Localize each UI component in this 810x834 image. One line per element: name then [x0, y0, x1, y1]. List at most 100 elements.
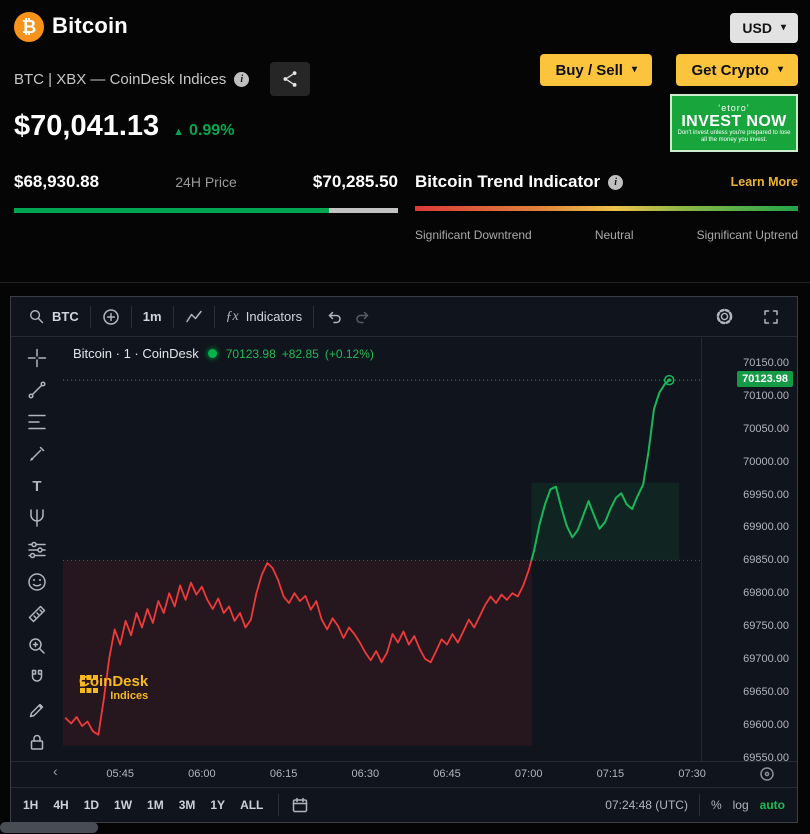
current-price-row: $70,041.13 ▲ 0.99%	[14, 110, 234, 143]
percent-scale-toggle[interactable]: %	[710, 798, 722, 812]
symbol-label: BTC	[52, 309, 79, 324]
etoro-ad-banner[interactable]: ‘etoro’ INVEST NOW Don't invest unless y…	[670, 94, 798, 152]
currency-label: USD	[742, 20, 772, 36]
range-button-1m[interactable]: 1M	[147, 798, 164, 812]
last-price-marker	[663, 374, 675, 386]
time-tick-label: 07:30	[678, 768, 706, 780]
pitchfork-tool-icon[interactable]	[26, 507, 48, 529]
magnet-tool-icon[interactable]	[26, 667, 48, 689]
range-button-4h[interactable]: 4H	[53, 798, 69, 812]
symbol-search-button[interactable]: BTC	[17, 303, 90, 331]
interval-button[interactable]: 1m	[132, 303, 173, 331]
price-change-pct: 0.99%	[189, 122, 235, 139]
range-button-all[interactable]: ALL	[240, 798, 264, 812]
share-button[interactable]	[270, 62, 310, 96]
compare-button[interactable]	[91, 303, 131, 331]
chart-settings-button[interactable]	[704, 303, 745, 331]
price-chart[interactable]: Bitcoin · 1 · CoinDesk 70123.98 +82.85 (…	[63, 338, 703, 761]
trend-label-downtrend: Significant Downtrend	[415, 228, 532, 242]
time-tick-label: 06:00	[188, 768, 216, 780]
range-high: $70,285.50	[312, 172, 398, 191]
range-24h: $68,930.88 24H Price $70,285.50	[14, 172, 398, 213]
trend-gradient-bar	[415, 206, 798, 211]
legend-change-abs: +82.85	[281, 346, 319, 361]
chart-legend: Bitcoin · 1 · CoinDesk 70123.98 +82.85 (…	[73, 346, 374, 361]
range-button-3m[interactable]: 3M	[178, 798, 196, 812]
measure-tool-icon[interactable]	[26, 603, 48, 625]
price-tick-label: 69550.00	[743, 751, 789, 764]
price-change: ▲ 0.99%	[173, 122, 234, 140]
price-line-down	[64, 559, 533, 736]
undo-icon	[328, 311, 341, 323]
subtitle-text: BTC | XBX — CoinDesk Indices	[14, 71, 227, 88]
trend-line-tool-icon[interactable]	[26, 379, 48, 401]
range-button-1d[interactable]: 1D	[83, 798, 100, 812]
chart-style-button[interactable]	[174, 303, 214, 331]
learn-more-link[interactable]: Learn More	[730, 175, 798, 189]
indicators-button[interactable]: ƒx Indicators	[215, 303, 314, 331]
price-tick-label: 69650.00	[743, 685, 789, 698]
watermark-line2: Indices	[110, 690, 149, 702]
get-crypto-label: Get Crypto	[691, 61, 769, 79]
time-tick-label: 07:15	[596, 768, 625, 780]
fullscreen-icon	[764, 309, 778, 324]
time-axis[interactable]: 05:45 06:00 06:15 06:30 06:45 07:00 07:15 07:30	[11, 761, 797, 787]
info-icon[interactable]: i	[608, 174, 624, 190]
brush-tool-icon[interactable]	[26, 443, 48, 465]
currency-selector[interactable]: USD ▾	[730, 13, 798, 43]
range-progress-fill	[14, 208, 329, 213]
fullscreen-button[interactable]	[751, 303, 791, 331]
time-axis-settings-icon[interactable]	[759, 766, 775, 787]
redo-button[interactable]	[354, 303, 383, 331]
collapse-toolbar-chevron[interactable]: ‹	[53, 763, 58, 779]
chevron-down-icon: ▾	[631, 64, 637, 75]
toolbar-separator	[213, 305, 215, 328]
prediction-tool-icon[interactable]	[26, 539, 48, 561]
coindesk-logo-icon	[80, 675, 98, 693]
chart-clock[interactable]: 07:24:48 (UTC)	[605, 798, 688, 812]
price-tick-label: 70000.00	[743, 455, 789, 468]
buy-sell-button[interactable]: Buy / Sell ▾	[540, 54, 652, 86]
downtrend-zone	[63, 560, 532, 746]
horizontal-scrollbar[interactable]	[0, 822, 98, 833]
auto-scale-toggle[interactable]: auto	[759, 798, 785, 812]
current-price: $70,041.13	[14, 110, 160, 142]
trend-indicator: Bitcoin Trend Indicator i Learn More Sig…	[415, 172, 798, 242]
trend-label-uptrend: Significant Uptrend	[696, 228, 798, 242]
price-tick-label: 69750.00	[743, 620, 789, 633]
price-chart-svg	[63, 374, 703, 746]
time-tick-label: 06:30	[351, 768, 380, 780]
page-title: Bitcoin	[52, 13, 128, 38]
undo-button[interactable]	[314, 303, 354, 331]
draw-pencil-tool-icon[interactable]	[26, 699, 48, 721]
triangle-up-icon: ▲	[173, 126, 185, 138]
range-button-1w[interactable]: 1W	[114, 798, 133, 812]
get-crypto-button[interactable]: Get Crypto ▾	[676, 54, 798, 86]
redo-icon	[356, 311, 369, 323]
range-button-1h[interactable]: 1H	[23, 798, 39, 812]
range-progress-bar	[14, 208, 398, 213]
bitcoin-logo: ₿	[14, 12, 44, 42]
last-price-badge: 70123.98	[737, 371, 793, 388]
fib-retracement-tool-icon[interactable]	[26, 411, 48, 433]
bitcoin-symbol: ₿	[21, 16, 37, 37]
search-icon	[30, 310, 44, 324]
indicators-label: Indicators	[245, 309, 303, 324]
chart-toolbar: BTC 1m ƒx Indicators	[11, 297, 797, 337]
text-tool-icon[interactable]: T	[26, 475, 48, 497]
crosshair-tool-icon[interactable]	[26, 347, 48, 369]
lock-tool-icon[interactable]	[26, 731, 48, 753]
go-to-date-calendar-icon[interactable]	[291, 796, 309, 814]
instrument-subtitle: BTC | XBX — CoinDesk Indices i	[14, 71, 250, 88]
log-scale-toggle[interactable]: log	[732, 798, 749, 812]
interval-label: 1m	[142, 309, 162, 324]
time-tick-label: 06:45	[433, 768, 461, 780]
info-icon[interactable]: i	[234, 72, 250, 87]
price-axis[interactable]: 70123.98 70150.00 70100.00 70050.00 70000.0…	[701, 338, 797, 764]
price-tick-label: 69700.00	[743, 653, 789, 666]
emoji-tool-icon[interactable]	[26, 571, 48, 593]
range-button-1y[interactable]: 1Y	[210, 798, 226, 812]
zoom-in-tool-icon[interactable]	[26, 635, 48, 657]
buy-sell-label: Buy / Sell	[555, 61, 623, 79]
price-tick-label: 70100.00	[743, 389, 789, 402]
